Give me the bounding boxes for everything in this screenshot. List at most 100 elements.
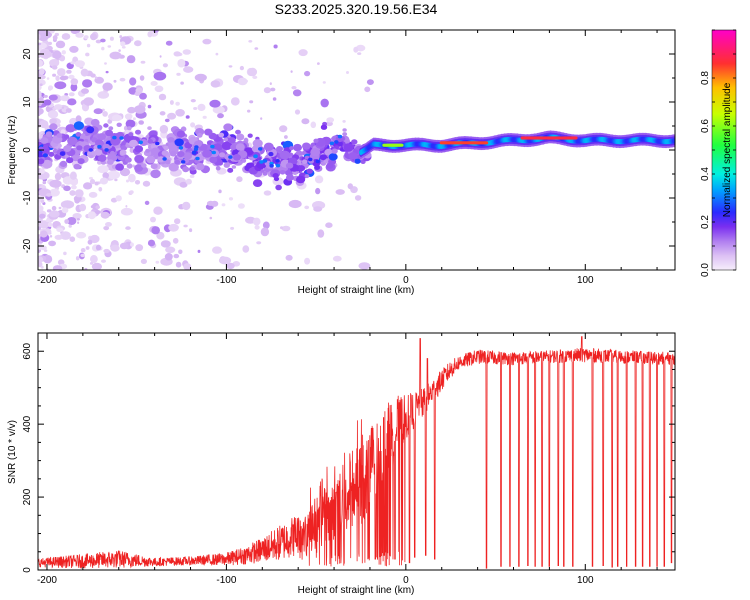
spectrogram-cell — [119, 168, 131, 177]
spectrogram-cell — [49, 118, 57, 124]
spectrogram-cell — [60, 200, 75, 209]
spectrogram-cell — [228, 65, 233, 68]
spectrogram-cell — [247, 109, 251, 113]
colorbar-ticks: 0.0 0.2 0.4 0.6 0.8 — [700, 29, 736, 277]
spectrogram-cell — [90, 73, 96, 78]
spectrogram-cell — [189, 166, 195, 171]
snr-x-tick-label: 0 — [403, 575, 409, 586]
spectrogram-cell — [135, 244, 144, 252]
spectrogram-cell — [80, 248, 86, 253]
spectrogram-cell — [89, 176, 93, 180]
spectrogram-cell — [348, 152, 358, 160]
spectrogram-cell — [38, 102, 41, 107]
spectrogram-cell — [254, 225, 260, 230]
spectrogram-cell — [76, 145, 83, 151]
spectrogram-cell — [94, 181, 99, 186]
spectrogram-cell — [120, 41, 126, 47]
spectrogram-cell — [235, 129, 241, 135]
spectrogram-cell — [48, 240, 56, 247]
spectrogram-cell — [55, 75, 60, 81]
spectrogram-cell — [80, 133, 86, 138]
spectrogram-cell — [150, 81, 158, 86]
spectrogram-cell — [39, 120, 49, 129]
spectrogram-cell — [90, 33, 97, 41]
spectrogram-heatmap — [38, 30, 675, 270]
spectrogram-cell — [351, 139, 358, 145]
spectrogram-cell — [313, 138, 319, 143]
spectrogram-cell — [183, 66, 194, 73]
spectrogram-cell — [43, 94, 48, 98]
spectrogram-cell — [78, 34, 83, 38]
spectrogram-cell — [293, 143, 302, 152]
spectrogram-cell — [74, 60, 85, 68]
spectrogram-cell — [89, 178, 96, 185]
spectrogram-cell — [343, 143, 354, 152]
colorbar-tick-label: 0.0 — [700, 263, 711, 277]
spectrogram-cell — [334, 145, 340, 150]
spectrogram-cell — [39, 213, 46, 219]
spectrogram-cell — [173, 51, 181, 57]
spectrogram-cell — [260, 169, 265, 173]
spectrogram-cell — [285, 162, 294, 169]
spectrogram-cell — [75, 256, 80, 261]
spectrogram-cell — [109, 36, 114, 41]
snr-series-line — [38, 336, 675, 569]
spectrogram-cell — [353, 46, 359, 53]
spectrogram-y-tick-label: 0 — [22, 147, 33, 153]
spectrogram-cell — [253, 154, 258, 158]
spectrogram-cell — [111, 114, 122, 122]
spectrogram-cell — [107, 45, 112, 48]
spectrogram-cell — [221, 141, 233, 150]
spectrogram-cell — [85, 246, 90, 250]
spectrogram-cell — [127, 106, 136, 114]
spectrogram-cell — [48, 94, 58, 101]
spectrogram-cell — [237, 203, 245, 209]
spectrogram-cell — [47, 222, 53, 228]
spectrogram-cell — [115, 163, 124, 171]
spectrogram-cell — [54, 104, 63, 110]
spectrogram-cell — [221, 203, 226, 207]
spectrogram-cell — [183, 263, 192, 270]
spectrogram-cell — [140, 258, 147, 264]
spectrogram-cell — [279, 150, 291, 160]
spectrogram-cell — [236, 133, 245, 141]
spectrogram-cell — [82, 79, 93, 88]
spectrogram-cell — [151, 226, 160, 235]
spectrogram-cell — [194, 73, 207, 82]
spectrogram-cell — [335, 189, 345, 195]
snr-y-label: SNR (10 * v/v) — [7, 420, 18, 484]
snr-y-tick-label: 600 — [22, 342, 33, 359]
spectrogram-cell — [228, 137, 236, 144]
spectrogram-cell — [304, 155, 310, 160]
spectrogram-cell — [174, 138, 184, 147]
spectrogram-cell — [164, 118, 170, 123]
spectrogram-cell — [43, 99, 52, 106]
spectrogram-cell — [304, 174, 310, 179]
spectrogram-cell — [60, 231, 71, 240]
spectrogram-cell — [112, 135, 117, 140]
spectrogram-cell — [102, 172, 109, 179]
spectrogram-cell — [115, 195, 122, 202]
spectrogram-cell — [212, 246, 222, 254]
spectrogram-cell — [263, 87, 271, 94]
spectrogram-cell — [107, 159, 114, 165]
spectrogram-cell — [95, 39, 102, 44]
spectrogram-cell — [69, 45, 79, 53]
spectrogram-cell — [141, 163, 147, 168]
spectrogram-cell — [158, 93, 167, 101]
spectrogram-cell — [173, 253, 180, 259]
spectrogram-cell — [168, 162, 179, 172]
spectrogram-cell — [74, 189, 84, 198]
spectrogram-cell — [202, 38, 212, 45]
spectrogram-cell — [56, 227, 64, 232]
spectrogram-cell — [52, 73, 57, 77]
spectrogram-cell — [39, 75, 46, 80]
spectrogram-cell — [185, 178, 192, 185]
spectrogram-cell — [86, 43, 91, 48]
spectrogram-cell — [147, 31, 153, 38]
spectrogram-cell — [102, 143, 111, 151]
spectrogram-cell — [241, 158, 247, 163]
spectrogram-cell — [314, 175, 324, 184]
spectrogram-cell — [160, 240, 171, 248]
spectrogram-y-tick-label: 10 — [22, 96, 33, 108]
